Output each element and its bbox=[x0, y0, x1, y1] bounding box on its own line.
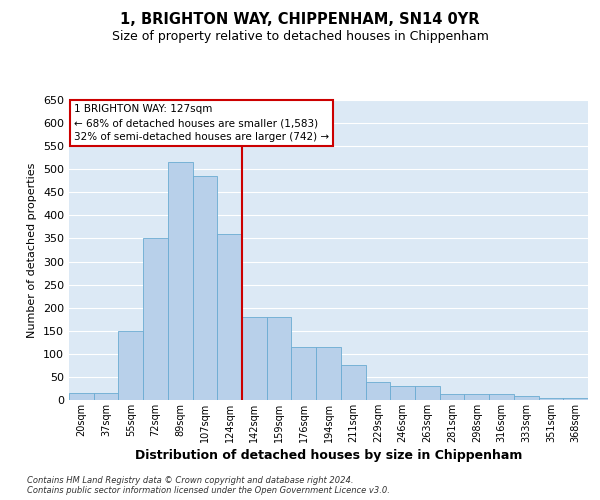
Bar bbox=[143, 238, 168, 400]
Bar bbox=[563, 398, 588, 400]
Bar bbox=[118, 331, 143, 400]
Bar bbox=[341, 366, 365, 400]
Bar bbox=[292, 347, 316, 400]
Bar bbox=[489, 394, 514, 400]
Text: Contains HM Land Registry data © Crown copyright and database right 2024.: Contains HM Land Registry data © Crown c… bbox=[27, 476, 353, 485]
Text: Size of property relative to detached houses in Chippenham: Size of property relative to detached ho… bbox=[112, 30, 488, 43]
Bar bbox=[267, 317, 292, 400]
Bar bbox=[440, 394, 464, 400]
Bar bbox=[539, 398, 563, 400]
Bar bbox=[193, 176, 217, 400]
Bar bbox=[69, 393, 94, 400]
Bar bbox=[365, 382, 390, 400]
Bar bbox=[242, 317, 267, 400]
Bar bbox=[217, 234, 242, 400]
Y-axis label: Number of detached properties: Number of detached properties bbox=[28, 162, 37, 338]
Bar bbox=[94, 393, 118, 400]
Text: 1 BRIGHTON WAY: 127sqm
← 68% of detached houses are smaller (1,583)
32% of semi-: 1 BRIGHTON WAY: 127sqm ← 68% of detached… bbox=[74, 104, 329, 142]
Text: Contains public sector information licensed under the Open Government Licence v3: Contains public sector information licen… bbox=[27, 486, 390, 495]
Bar bbox=[415, 386, 440, 400]
Bar bbox=[390, 386, 415, 400]
Bar bbox=[464, 394, 489, 400]
Bar bbox=[316, 347, 341, 400]
Bar bbox=[168, 162, 193, 400]
Text: 1, BRIGHTON WAY, CHIPPENHAM, SN14 0YR: 1, BRIGHTON WAY, CHIPPENHAM, SN14 0YR bbox=[120, 12, 480, 28]
X-axis label: Distribution of detached houses by size in Chippenham: Distribution of detached houses by size … bbox=[135, 449, 522, 462]
Bar bbox=[514, 396, 539, 400]
